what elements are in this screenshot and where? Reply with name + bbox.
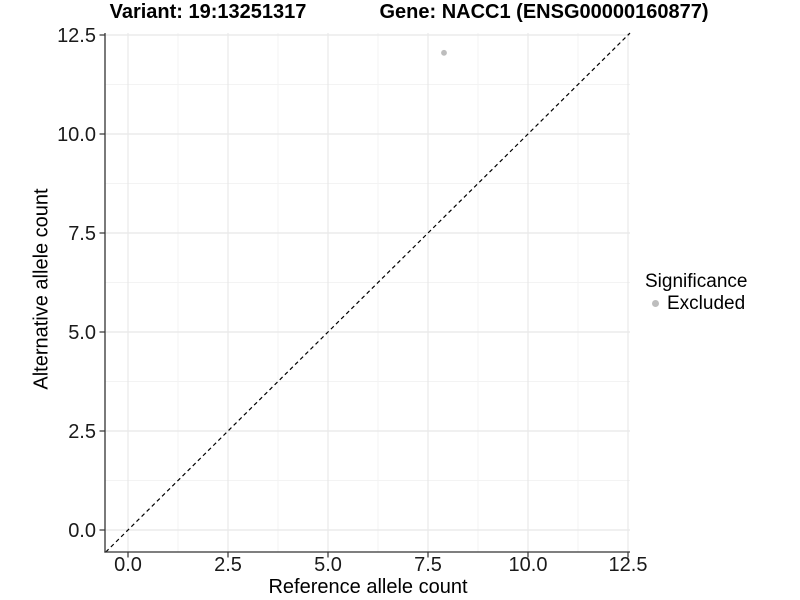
x-tick-label: 10.0 [509,554,548,576]
x-axis-tick-marks [127,552,629,558]
legend: Significance Excluded [645,271,747,314]
x-axis-tick-labels: 0.0 2.5 5.0 7.5 10.0 12.5 [114,554,647,576]
y-axis-tick-labels: 12.5 10.0 7.5 5.0 2.5 0.0 [57,25,96,542]
legend-item-label: Excluded [667,292,746,314]
x-axis-title: Reference allele count [268,576,468,598]
data-point-excluded [441,49,447,56]
legend-circle-marker-icon [651,300,659,307]
plot-title-gene: Gene: NACC1 (ENSG00000160877) [379,1,709,23]
y-tick-label: 0.0 [68,520,96,542]
y-tick-label: 5.0 [68,322,96,344]
y-axis-title: Alternative allele count [30,188,53,390]
x-tick-label: 2.5 [214,554,242,576]
x-tick-label: 12.5 [609,554,648,576]
y-tick-label: 12.5 [57,25,96,47]
grid-minor-lines [105,33,630,552]
plot-title-variant: Variant: 19:13251317 [109,1,307,23]
y-tick-label: 7.5 [68,223,96,245]
x-tick-label: 0.0 [114,554,142,576]
grid-major-lines [105,33,630,552]
identity-reference-line [105,32,631,553]
x-tick-label: 7.5 [414,554,442,576]
y-axis-tick-marks [99,34,105,531]
legend-title: Significance [645,271,748,292]
x-tick-label: 5.0 [314,554,342,576]
legend-item-excluded: Excluded [645,293,747,314]
y-tick-label: 10.0 [57,124,96,146]
y-tick-label: 2.5 [68,421,96,443]
legend-key [645,294,665,314]
data-points [441,49,447,56]
